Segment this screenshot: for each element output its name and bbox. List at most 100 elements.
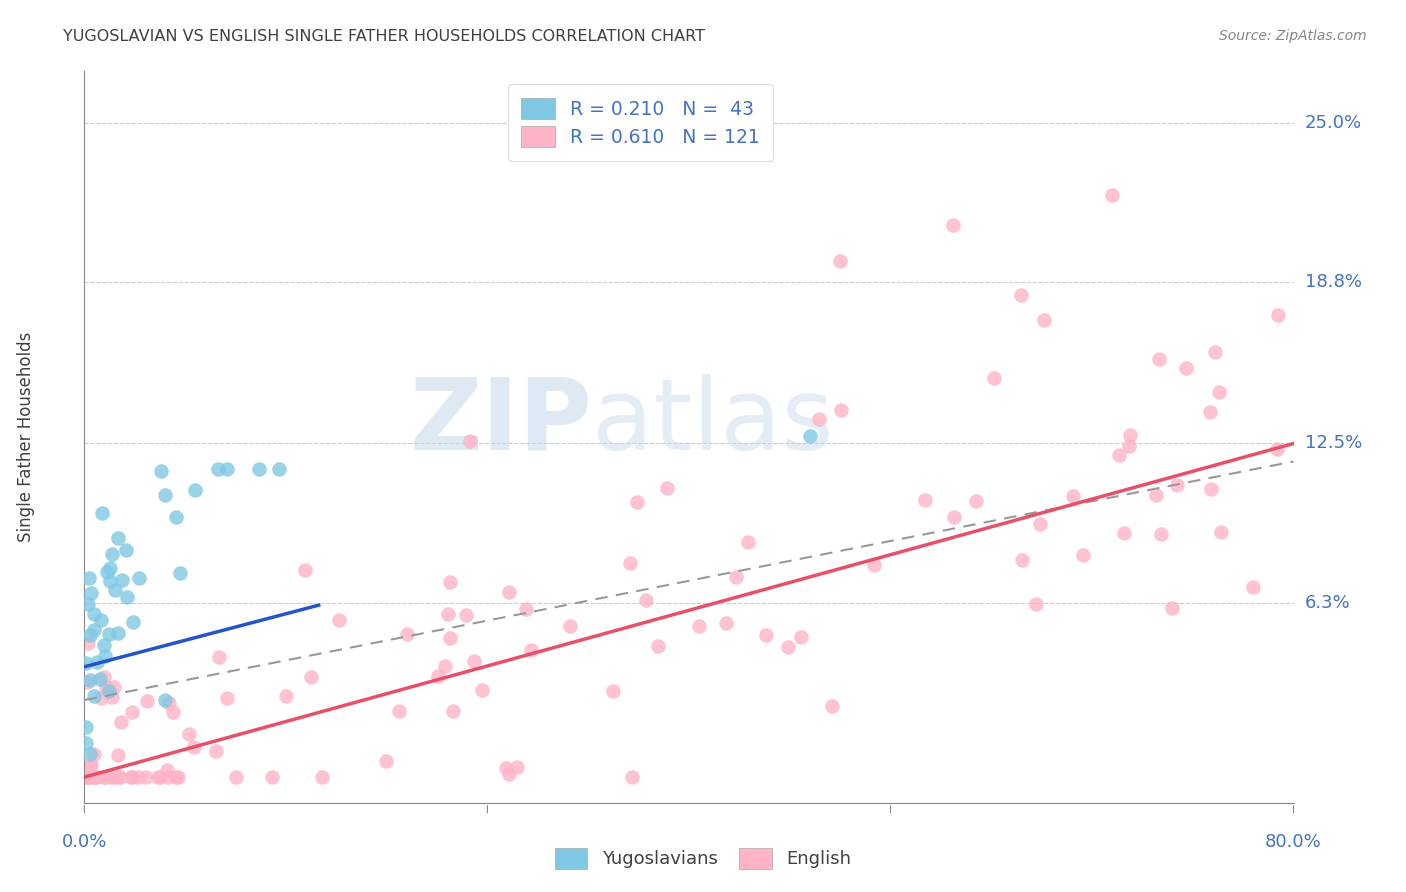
Point (153, 693, 176, 707)
Point (262, 770, 284, 784)
Point (93, 639, 115, 653)
Point (426, 668, 449, 682)
Point (91, 506, 114, 520)
Point (79, 628, 101, 642)
Point (98, 627, 121, 641)
Point (120, 770, 142, 784)
Point (655, 481, 678, 495)
Point (93, 770, 115, 784)
Text: YUGOSLAVIAN VS ENGLISH SINGLE FATHER HOUSEHOLDS CORRELATION CHART: YUGOSLAVIAN VS ENGLISH SINGLE FATHER HOU… (63, 29, 706, 44)
Point (103, 680, 125, 694)
Point (107, 532, 129, 546)
Point (100, 770, 122, 784)
Point (165, 770, 187, 784)
Point (104, 770, 127, 784)
Point (79, 759, 101, 773)
Point (122, 615, 145, 629)
Point (82, 770, 104, 784)
Point (1025, 597, 1047, 611)
Point (155, 488, 177, 502)
Point (115, 542, 138, 557)
Point (83, 623, 105, 637)
Text: 0.0%: 0.0% (62, 833, 107, 851)
Point (247, 462, 270, 476)
Point (115, 591, 138, 605)
Point (75, 720, 97, 734)
Point (90, 614, 112, 628)
Point (98, 561, 121, 575)
Point (183, 740, 205, 755)
Point (560, 619, 582, 633)
Point (328, 613, 350, 627)
Point (619, 556, 641, 570)
Point (498, 767, 520, 781)
Point (84, 770, 107, 784)
Point (1204, 344, 1226, 359)
Point (149, 770, 172, 784)
Point (1166, 478, 1188, 492)
Point (162, 706, 184, 720)
Point (716, 615, 738, 630)
Point (107, 748, 129, 763)
Point (942, 510, 965, 524)
Point (90, 691, 112, 706)
Point (799, 429, 821, 443)
Text: Single Father Households: Single Father Households (17, 332, 35, 542)
Point (830, 254, 852, 268)
Point (602, 684, 624, 698)
Text: 18.8%: 18.8% (1305, 273, 1361, 291)
Point (1211, 525, 1233, 540)
Point (454, 607, 477, 622)
Text: 6.3%: 6.3% (1305, 593, 1350, 612)
Point (1144, 488, 1167, 502)
Point (647, 639, 669, 653)
Point (441, 704, 464, 718)
Point (688, 619, 710, 633)
Point (830, 403, 852, 417)
Point (1073, 548, 1095, 562)
Point (626, 495, 648, 509)
Point (433, 658, 456, 673)
Point (983, 371, 1005, 385)
Point (83, 607, 105, 622)
Point (495, 761, 517, 775)
Point (84, 770, 107, 784)
Point (1150, 526, 1173, 541)
Point (217, 462, 239, 476)
Point (1208, 385, 1230, 400)
Point (156, 763, 179, 777)
Point (83, 690, 105, 704)
Point (207, 462, 229, 476)
Point (863, 558, 886, 572)
Legend: Yugoslavians, English: Yugoslavians, English (547, 840, 859, 876)
Point (1033, 313, 1056, 327)
Point (110, 714, 132, 729)
Point (311, 770, 333, 784)
Point (515, 601, 537, 615)
Point (79, 673, 101, 688)
Point (135, 694, 157, 708)
Point (100, 547, 122, 561)
Point (135, 770, 157, 784)
Point (1028, 517, 1050, 532)
Point (150, 464, 173, 478)
Point (107, 626, 129, 640)
Point (100, 690, 122, 704)
Point (94, 770, 117, 784)
Point (98, 574, 121, 589)
Point (80, 586, 103, 600)
Point (807, 412, 830, 426)
Point (463, 654, 485, 668)
Point (148, 770, 170, 784)
Point (1267, 308, 1289, 322)
Point (127, 770, 149, 784)
Point (498, 585, 520, 599)
Point (1062, 489, 1084, 503)
Point (96, 565, 118, 579)
Point (80, 757, 103, 772)
Point (76, 770, 98, 784)
Point (94, 681, 117, 695)
Point (1011, 287, 1033, 301)
Point (942, 219, 965, 233)
Point (375, 754, 398, 768)
